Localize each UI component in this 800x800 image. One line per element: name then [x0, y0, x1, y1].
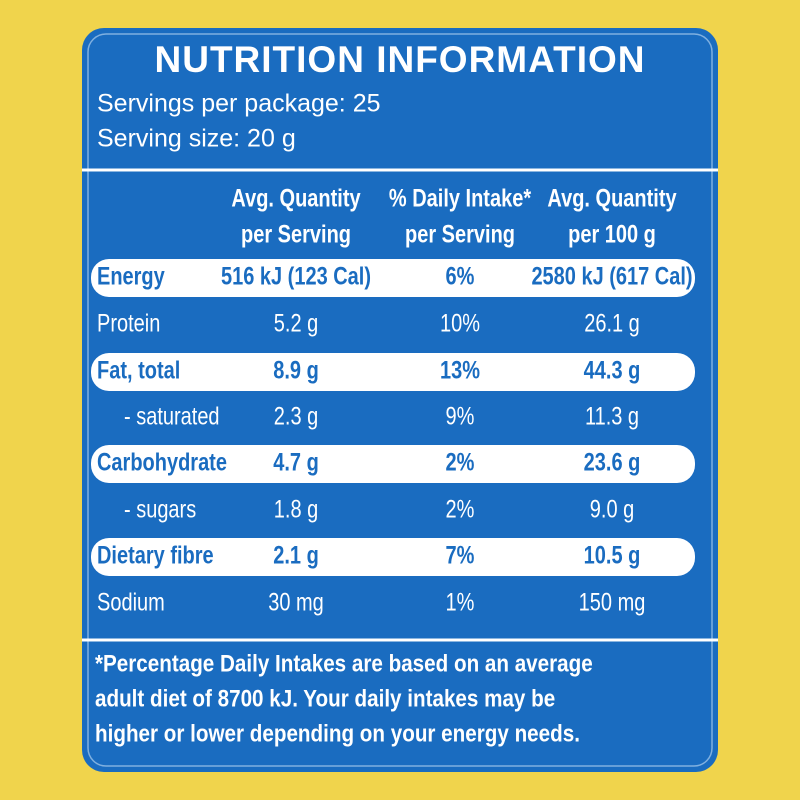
- cell: 516 kJ (123 Cal): [221, 263, 371, 291]
- row-highlight: [91, 259, 695, 297]
- cell: 44.3 g: [584, 357, 641, 385]
- cell: 7%: [446, 542, 475, 570]
- serving-size: Serving size: 20 g: [97, 125, 296, 153]
- cell: 1%: [446, 589, 475, 617]
- title: NUTRITION INFORMATION: [155, 39, 646, 80]
- cell: 9%: [446, 403, 475, 431]
- cell: 23.6 g: [584, 449, 641, 477]
- cell: 26.1 g: [584, 310, 640, 338]
- cell: 5.2 g: [274, 310, 318, 338]
- column-header: per 100 g: [568, 221, 656, 249]
- panel-border: [87, 33, 713, 767]
- row-label: Sodium: [97, 589, 165, 617]
- row-label: Dietary fibre: [97, 542, 214, 570]
- row-label: Carbohydrate: [97, 449, 227, 477]
- cell: 11.3 g: [585, 403, 639, 431]
- row-highlight: [91, 538, 695, 576]
- row-label: Protein: [97, 310, 160, 338]
- row-label: Fat, total: [97, 357, 180, 385]
- panel: [82, 28, 718, 772]
- row-highlight: [91, 445, 695, 483]
- table: Avg. Quantity per Serving % Daily Intake* p…: [91, 185, 695, 747]
- footnote: higher or lower depending on your energy…: [95, 720, 580, 747]
- cell: 2%: [446, 449, 475, 477]
- cell: 2.3 g: [274, 403, 318, 431]
- column-header: Avg. Quantity: [547, 185, 677, 213]
- cell: 9.0 g: [590, 496, 634, 524]
- column-header: per Serving: [405, 221, 515, 249]
- cell: 13%: [440, 357, 480, 385]
- cell: 2%: [446, 496, 475, 524]
- cell: 4.7 g: [273, 449, 319, 477]
- cell: 2.1 g: [273, 542, 319, 570]
- cell: 150 mg: [579, 589, 646, 617]
- row-label: - saturated: [124, 403, 220, 431]
- column-header: Avg. Quantity: [231, 185, 361, 213]
- column-header: per Serving: [241, 221, 351, 249]
- footnote: adult diet of 8700 kJ. Your daily intake…: [95, 685, 555, 712]
- servings: Servings per package: 25: [97, 90, 381, 118]
- cell: 6%: [446, 263, 475, 291]
- row-label: - sugars: [124, 496, 196, 524]
- cell: 2580 kJ (617 Cal): [531, 263, 692, 291]
- footnote: *Percentage Daily Intakes are based on a…: [95, 650, 593, 677]
- cell: 10.5 g: [584, 542, 641, 570]
- cell: 10%: [440, 310, 480, 338]
- cell: 30 mg: [268, 589, 324, 617]
- column-header: % Daily Intake*: [389, 185, 531, 213]
- cell: 8.9 g: [273, 357, 319, 385]
- cell: 1.8 g: [274, 496, 318, 524]
- row-label: Energy: [97, 263, 165, 291]
- row-highlight: [91, 353, 695, 391]
